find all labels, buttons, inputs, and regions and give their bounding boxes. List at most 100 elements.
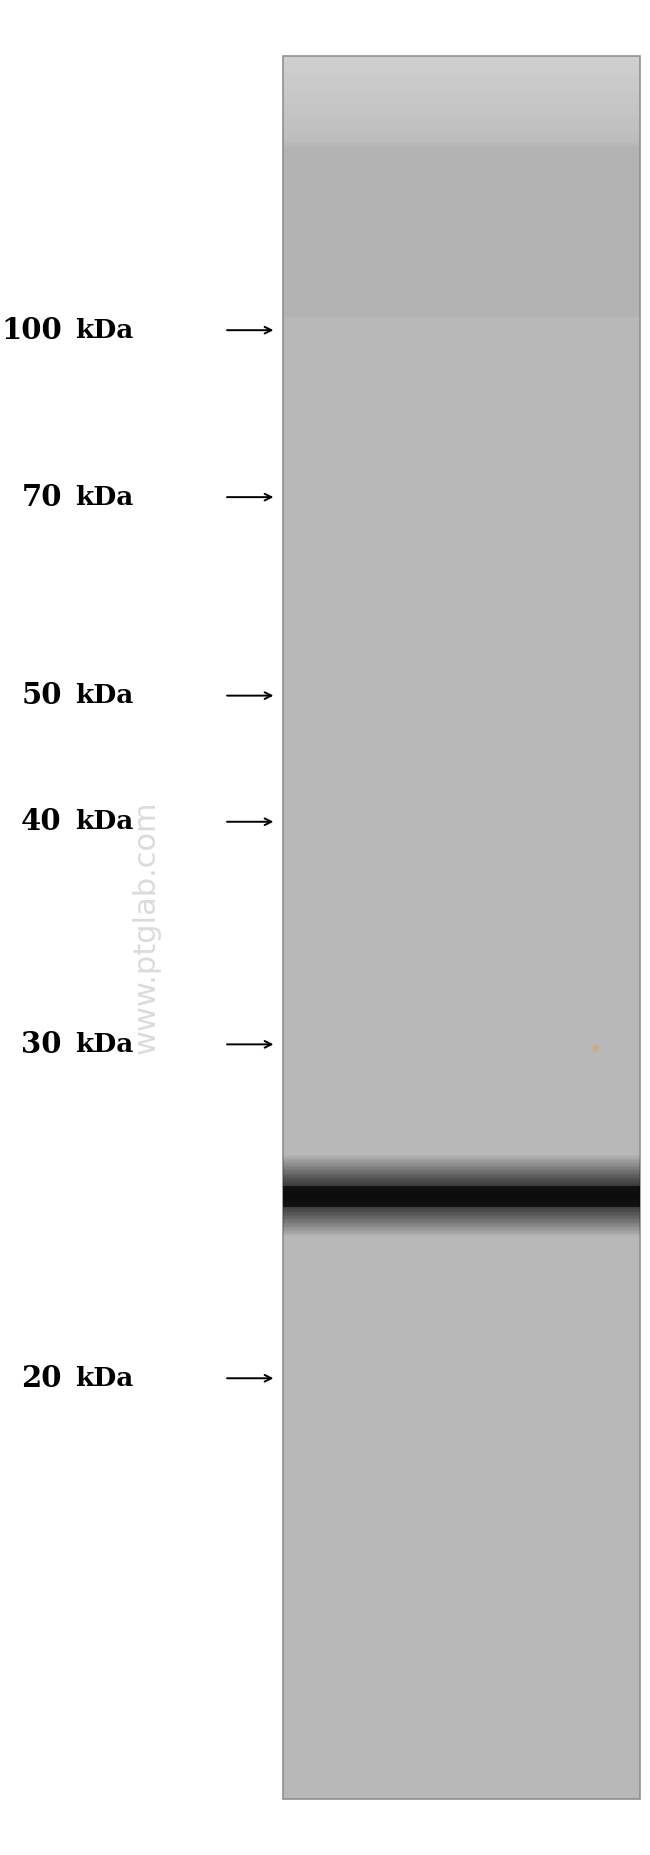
Bar: [283, 421, 640, 425]
Bar: [283, 1764, 640, 1768]
Bar: [283, 273, 640, 275]
Bar: [283, 1324, 640, 1328]
Bar: [283, 1380, 640, 1384]
Bar: [283, 1775, 640, 1779]
Bar: [283, 1117, 640, 1119]
Bar: [283, 210, 640, 213]
Bar: [283, 310, 640, 313]
Bar: [283, 100, 640, 104]
Bar: [283, 167, 640, 171]
Bar: [283, 1074, 640, 1078]
Bar: [283, 1343, 640, 1347]
Text: kDa: kDa: [75, 809, 133, 835]
Bar: [283, 1681, 640, 1684]
Text: kDa: kDa: [75, 1365, 133, 1391]
Bar: [283, 1577, 640, 1580]
Bar: [283, 1740, 640, 1744]
Bar: [283, 631, 640, 634]
Bar: [283, 833, 640, 837]
Bar: [283, 1031, 640, 1035]
Bar: [283, 1684, 640, 1688]
Bar: [283, 848, 640, 851]
Bar: [283, 942, 640, 944]
Bar: [283, 798, 640, 801]
Bar: [283, 1196, 640, 1200]
Bar: [283, 738, 640, 742]
Bar: [283, 1130, 640, 1133]
Bar: [283, 1510, 640, 1514]
Bar: [283, 1454, 640, 1458]
Bar: [283, 710, 640, 714]
Text: 100: 100: [1, 315, 62, 345]
Bar: [283, 1549, 640, 1553]
Bar: [283, 1057, 640, 1059]
Bar: [283, 979, 640, 983]
Bar: [283, 774, 640, 777]
Text: kDa: kDa: [75, 1031, 133, 1057]
Bar: [283, 623, 640, 627]
Bar: [283, 1224, 640, 1228]
Bar: [283, 558, 640, 562]
Bar: [283, 108, 640, 111]
Bar: [283, 1621, 640, 1625]
Bar: [283, 1007, 640, 1011]
Bar: [283, 369, 640, 373]
Bar: [283, 1213, 640, 1217]
Bar: [283, 792, 640, 796]
Bar: [283, 98, 640, 100]
Bar: [283, 1022, 640, 1026]
Bar: [283, 349, 640, 352]
Bar: [283, 250, 640, 254]
Bar: [283, 607, 640, 610]
Bar: [283, 1471, 640, 1475]
Bar: [283, 1217, 640, 1221]
Bar: [283, 924, 640, 928]
Bar: [283, 534, 640, 536]
Bar: [283, 1035, 640, 1039]
Bar: [283, 1206, 640, 1209]
Bar: [283, 393, 640, 397]
Bar: [283, 1439, 640, 1443]
Bar: [283, 920, 640, 924]
Bar: [283, 215, 640, 219]
Text: 70: 70: [21, 482, 62, 512]
Bar: [283, 931, 640, 935]
Bar: [283, 158, 640, 160]
Bar: [283, 1573, 640, 1577]
Bar: [283, 1632, 640, 1636]
Bar: [283, 1673, 640, 1677]
Bar: [283, 265, 640, 269]
Bar: [283, 788, 640, 792]
Bar: [283, 186, 640, 187]
Bar: [283, 191, 640, 195]
Bar: [283, 1653, 640, 1657]
Bar: [283, 91, 640, 95]
Bar: [283, 301, 640, 302]
Bar: [283, 1232, 640, 1234]
Bar: [283, 1106, 640, 1109]
Bar: [283, 72, 640, 76]
Bar: [283, 837, 640, 840]
Bar: [283, 1098, 640, 1102]
Bar: [283, 247, 640, 250]
Bar: [283, 1169, 640, 1172]
Bar: [283, 820, 640, 824]
Bar: [283, 1091, 640, 1094]
Bar: [283, 1554, 640, 1558]
Bar: [283, 907, 640, 911]
Bar: [283, 742, 640, 746]
Text: 20: 20: [21, 1363, 62, 1393]
Bar: [283, 642, 640, 646]
Bar: [283, 571, 640, 575]
Bar: [283, 282, 640, 286]
Text: 30: 30: [21, 1030, 62, 1059]
Bar: [283, 948, 640, 952]
Bar: [283, 1189, 640, 1193]
Bar: [283, 1779, 640, 1783]
Bar: [283, 1360, 640, 1363]
Bar: [283, 809, 640, 812]
Bar: [283, 1158, 640, 1161]
Bar: [283, 122, 640, 126]
Bar: [283, 770, 640, 774]
Bar: [283, 634, 640, 638]
